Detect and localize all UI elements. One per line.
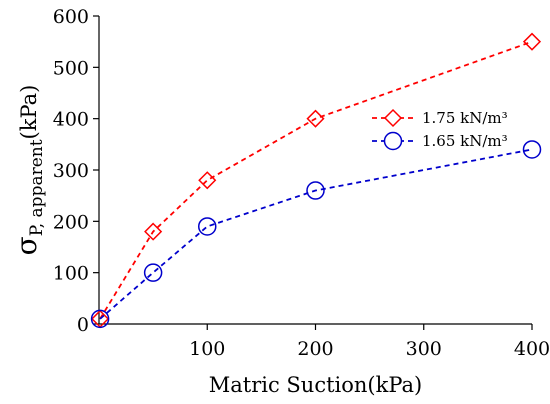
series-2: [90, 140, 542, 329]
x-axis-title: Matric Suction(kPa): [209, 373, 422, 397]
y-axis-title-symbol: σ: [10, 236, 43, 255]
y-axis-title-unit: (kPa): [17, 85, 41, 140]
data-point-marker: [143, 263, 163, 282]
x-tick-label: 100: [189, 338, 225, 360]
legend: 1.75 kN/m³ 1.65 kN/m³: [372, 108, 508, 151]
data-point-marker: [90, 309, 110, 329]
data-point-marker: [306, 109, 325, 128]
y-tick-label: 0: [77, 314, 89, 336]
y-tick-label: 400: [53, 109, 89, 131]
x-tick-label: 200: [297, 338, 333, 360]
y-tick-label: 500: [53, 57, 89, 79]
legend-label: 1.75 kN/m³: [422, 109, 508, 127]
data-point-marker: [198, 217, 217, 236]
y-tick-label: 600: [53, 6, 89, 28]
legend-item: 1.75 kN/m³: [372, 108, 508, 128]
series-line: [99, 40, 533, 320]
data-point-marker: [198, 171, 217, 190]
y-tick-label: 200: [53, 211, 89, 233]
y-tick-label: 300: [53, 160, 89, 182]
series-1: [91, 32, 542, 328]
legend-item: 1.65 kN/m³: [372, 131, 508, 151]
y-axis-ticks: 0 100 200 300 400 500 600: [53, 6, 99, 336]
x-tick-label: 300: [406, 338, 442, 360]
y-axis-title: σP, apparent(kPa): [10, 85, 47, 256]
y-tick-label: 100: [53, 263, 89, 285]
data-point-marker: [306, 181, 325, 200]
series-line: [99, 148, 533, 320]
legend-marker: [383, 108, 403, 128]
series-layer: [90, 32, 542, 329]
data-point-marker: [522, 32, 542, 51]
legend-marker: [383, 131, 403, 151]
x-axis-ticks: 100 200 300 400: [189, 324, 550, 360]
x-tick-label: 400: [514, 338, 550, 360]
data-point-marker: [522, 140, 542, 159]
chart-axes: [98, 16, 532, 325]
legend-label: 1.65 kN/m³: [422, 132, 508, 150]
data-point-marker: [144, 222, 163, 241]
y-axis-title-subscript: P, apparent: [27, 139, 47, 236]
